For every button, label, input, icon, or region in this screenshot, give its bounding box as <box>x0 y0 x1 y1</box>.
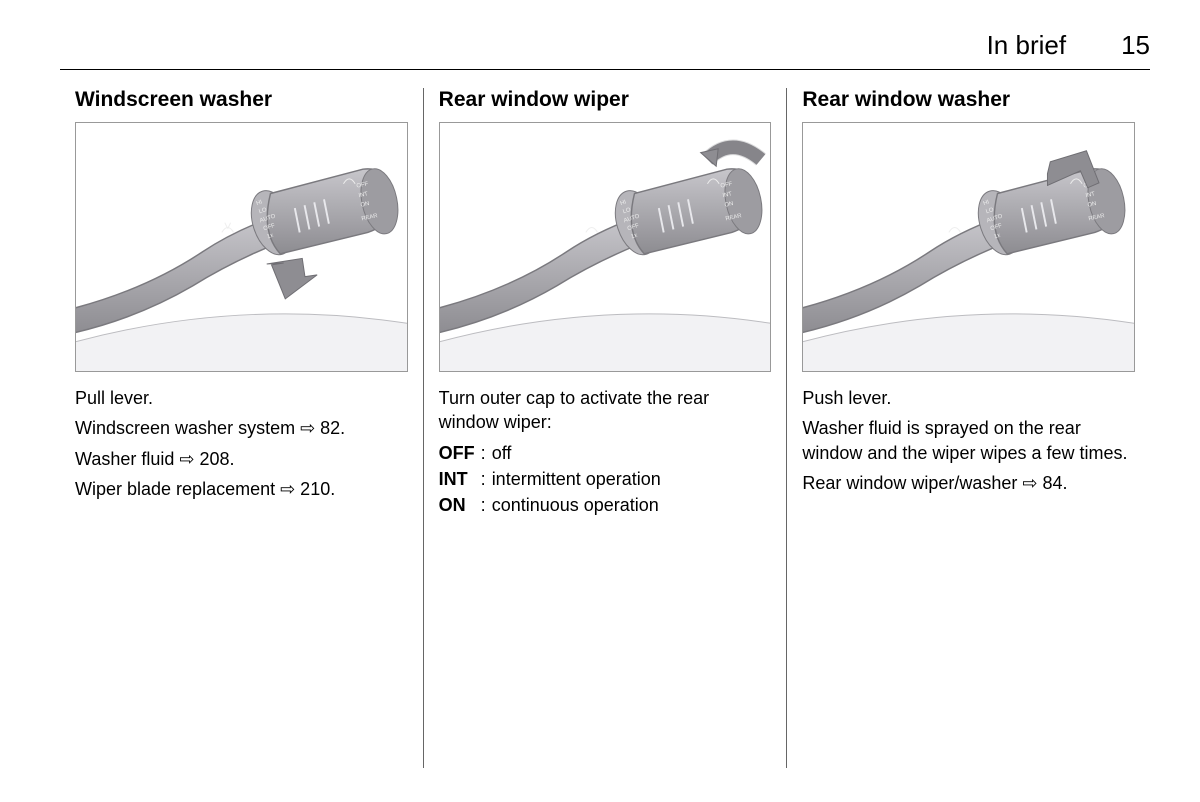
table-row: ON : continuous operation <box>439 493 665 519</box>
def-key: INT <box>439 467 479 493</box>
def-key: ON <box>439 493 479 519</box>
def-colon: : <box>479 467 492 493</box>
arrow-rotate-icon <box>700 147 760 166</box>
text-line: Pull lever. <box>75 386 408 410</box>
table-row: INT : intermittent operation <box>439 467 665 493</box>
def-val: continuous operation <box>492 493 665 519</box>
arrow-pull-icon <box>261 252 319 303</box>
column-windscreen-washer: Windscreen washer <box>60 88 423 768</box>
text-line: Push lever. <box>802 386 1135 410</box>
column-body: Push lever. Washer fluid is sprayed on t… <box>802 386 1135 495</box>
text-line: Washer fluid ⇨ 208. <box>75 447 408 471</box>
wiper-stalk-icon: HI LO AUTO OFF 1x OFF INT ON REAR <box>440 123 771 371</box>
wiper-stalk-icon: HI LO AUTO OFF 1x OFF INT ON REAR <box>803 123 1134 371</box>
text-line: Wiper blade replacement ⇨ 210. <box>75 477 408 501</box>
page-header: In brief 15 <box>60 30 1150 70</box>
column-title: Rear window washer <box>802 88 1135 112</box>
illustration-rear-washer: HI LO AUTO OFF 1x OFF INT ON REAR <box>802 122 1135 372</box>
column-title: Rear window wiper <box>439 88 772 112</box>
def-val: intermittent operation <box>492 467 665 493</box>
column-body: Turn outer cap to activate the rear wind… <box>439 386 772 519</box>
section-title: In brief <box>987 30 1067 61</box>
wiper-stalk-icon: HI LO AUTO OFF 1x OFF INT ON REAR <box>76 123 407 371</box>
column-body: Pull lever. Windscreen washer system ⇨ 8… <box>75 386 408 501</box>
text-line: Turn outer cap to activate the rear wind… <box>439 386 772 435</box>
text-line: Rear window wiper/washer ⇨ 84. <box>802 471 1135 495</box>
def-key: OFF <box>439 441 479 467</box>
def-colon: : <box>479 441 492 467</box>
illustration-windscreen-washer: HI LO AUTO OFF 1x OFF INT ON REAR <box>75 122 408 372</box>
column-title: Windscreen washer <box>75 88 408 112</box>
def-val: off <box>492 441 665 467</box>
content-columns: Windscreen washer <box>60 88 1150 768</box>
table-row: OFF : off <box>439 441 665 467</box>
def-colon: : <box>479 493 492 519</box>
column-rear-washer: Rear window washer <box>787 88 1150 768</box>
illustration-rear-wiper: HI LO AUTO OFF 1x OFF INT ON REAR <box>439 122 772 372</box>
column-rear-wiper: Rear window wiper <box>423 88 788 768</box>
text-line: Washer fluid is sprayed on the rear wind… <box>802 416 1135 465</box>
definition-table: OFF : off INT : intermittent operation O… <box>439 441 665 520</box>
text-line: Windscreen washer system ⇨ 82. <box>75 416 408 440</box>
page-number: 15 <box>1121 30 1150 61</box>
